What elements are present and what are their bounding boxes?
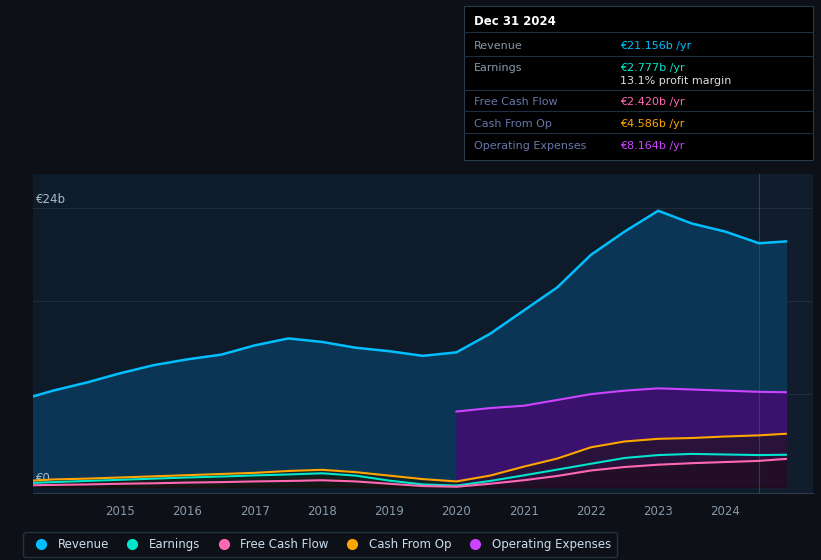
Text: €0: €0 xyxy=(36,472,51,486)
Text: 13.1% profit margin: 13.1% profit margin xyxy=(620,76,732,86)
Text: €21.156b /yr: €21.156b /yr xyxy=(620,41,691,52)
Text: Revenue: Revenue xyxy=(474,41,522,52)
Legend: Revenue, Earnings, Free Cash Flow, Cash From Op, Operating Expenses: Revenue, Earnings, Free Cash Flow, Cash … xyxy=(23,533,617,557)
Bar xyxy=(759,174,813,493)
Text: Operating Expenses: Operating Expenses xyxy=(474,141,586,151)
Text: Cash From Op: Cash From Op xyxy=(474,119,552,129)
Text: €4.586b /yr: €4.586b /yr xyxy=(620,119,684,129)
Text: €2.420b /yr: €2.420b /yr xyxy=(620,97,685,107)
Text: €24b: €24b xyxy=(36,193,67,206)
Text: €2.777b /yr: €2.777b /yr xyxy=(620,63,685,73)
Text: Dec 31 2024: Dec 31 2024 xyxy=(474,15,556,28)
Text: Free Cash Flow: Free Cash Flow xyxy=(474,97,557,107)
Text: €8.164b /yr: €8.164b /yr xyxy=(620,141,684,151)
Text: Earnings: Earnings xyxy=(474,63,522,73)
